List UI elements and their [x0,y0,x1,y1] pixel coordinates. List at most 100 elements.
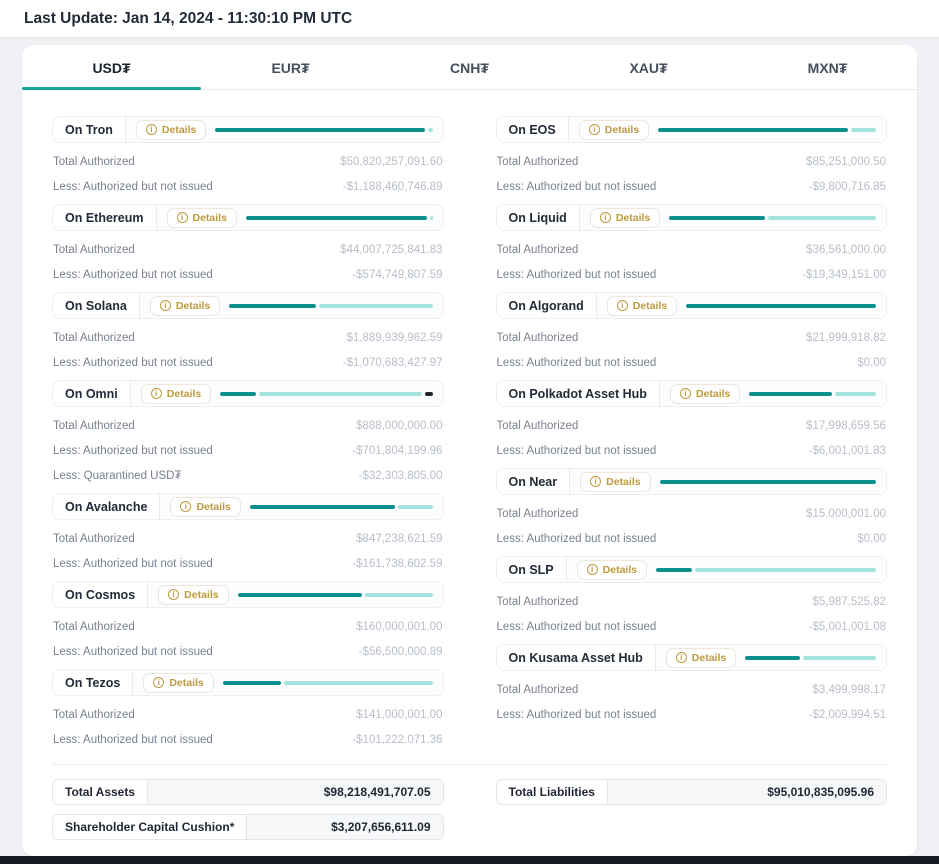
line-item-label: Total Authorized [496,684,579,696]
line-item-value: -$19,349,151.00 [802,269,886,281]
total-liabilities-box: Total Liabilities $95,010,835,095.96 [495,779,887,805]
issuance-bar [656,567,876,572]
chain-name: On EOS [496,117,569,142]
totals-section: Total Assets $98,218,491,707.05 Sharehol… [22,765,917,842]
line-item: Total Authorized $141,000,001.00 [52,709,444,721]
line-item-value: $17,998,659.56 [806,420,886,432]
chain-header-row: On Near Details [495,468,887,495]
chain-header-row: On Kusama Asset Hub Details [495,644,887,671]
chain-name: On Ethereum [53,205,157,230]
issuance-bar [220,391,433,396]
info-icon [159,300,171,311]
line-item-label: Total Authorized [496,508,579,520]
last-update-text: Last Update: Jan 14, 2024 - 11:30:10 PM … [24,10,353,27]
line-item: Less: Authorized but not issued $0.00 [496,533,888,545]
line-item-label: Less: Authorized but not issued [496,445,657,457]
tab-xau[interactable]: XAU₮ [629,60,668,76]
details-button[interactable]: Details [170,496,241,517]
bar-segment-dark [659,479,876,484]
line-item-value: $44,007,725,841.83 [340,244,443,256]
line-item: Less: Authorized but not issued -$6,001,0… [496,445,888,457]
details-button[interactable]: Details [149,295,221,316]
chain-name: On Kusama Asset Hub [496,645,656,670]
details-button[interactable]: Details [578,119,650,140]
line-item-label: Less: Authorized but not issued [496,533,657,545]
bar-segment-light [427,127,433,132]
chain-header-row: On Ethereum Details [52,204,444,231]
chain-block-on-liquid: On Liquid Details Total Authorized $36,561,… [495,204,887,281]
chain-header-row: On Algorand Details [495,292,887,319]
info-icon [168,589,180,600]
chain-block-on-ethereum: On Ethereum Details Total Authorized $44,00… [52,204,444,281]
line-item: Less: Authorized but not issued -$161,738… [52,558,444,570]
details-label: Details [192,211,227,224]
details-button[interactable]: Details [606,295,678,316]
line-item-value: $3,499,998.17 [812,684,886,696]
line-item-value: -$101,222,071.36 [352,734,443,746]
details-button[interactable]: Details [140,383,212,404]
chain-header-row: On Tron Details [52,116,444,143]
line-item-value: $21,999,918.82 [806,332,886,344]
line-item: Less: Authorized but not issued $0.00 [496,357,888,369]
details-label: Details [175,299,211,312]
bar-segment-light [318,303,433,308]
info-icon [153,677,165,688]
bar-segment-dark [215,127,425,132]
line-item-label: Total Authorized [53,533,135,545]
tab-usd[interactable]: USD₮ [22,45,201,90]
last-update-bar: Last Update: Jan 14, 2024 - 11:30:10 PM … [0,0,939,38]
line-item-value: -$32,303,805.00 [358,470,443,482]
details-button[interactable]: Details [576,559,648,580]
issuance-bar [245,215,433,220]
line-item: Less: Quarantined USD₮ -$32,303,805.00 [52,470,444,482]
line-item-label: Total Authorized [53,244,135,256]
chain-block-on-polkadot-asset-hub: On Polkadot Asset Hub Details Total Author… [495,380,888,457]
bar-segment-dark [656,567,692,572]
line-item-label: Less: Authorized but not issued [53,646,213,658]
bar-segment-dark [249,504,396,509]
line-item-value: $141,000,001.00 [356,709,443,721]
bar-segment-light [802,655,876,660]
issuance-bar [222,680,433,685]
chain-name: On Near [496,469,571,494]
tab-cnh[interactable]: CNH₮ [450,60,489,76]
chain-block-on-omni: On Omni Details Total Authorized $888,000,0… [52,380,444,482]
bar-segment-quarantined [425,391,433,396]
line-item: Total Authorized $888,000,000.00 [52,420,444,432]
line-item-value: -$161,738,602.59 [352,558,443,570]
details-button[interactable]: Details [158,584,229,605]
info-icon [150,388,162,399]
details-button[interactable]: Details [589,207,661,228]
chain-header-row: On SLP Details [495,556,887,583]
issuance-bar [749,391,876,396]
details-label: Details [161,123,197,136]
bar-segment-dark [669,215,766,220]
line-item-label: Total Authorized [496,420,579,432]
footer-strip [0,856,939,864]
chain-header-row: On Cosmos Details [52,581,444,608]
chain-block-on-cosmos: On Cosmos Details Total Authorized $160,000… [52,581,444,658]
details-button[interactable]: Details [166,207,237,228]
details-button[interactable]: Details [580,471,651,492]
chain-header-row: On Liquid Details [495,204,887,231]
details-button[interactable]: Details [665,647,737,668]
details-button[interactable]: Details [669,383,741,404]
line-item-label: Less: Authorized but not issued [53,558,213,570]
chain-block-on-tron: On Tron Details Total Authorized $50,820,25… [52,116,444,193]
chain-name: On Liquid [496,205,580,230]
tab-eur[interactable]: EUR₮ [271,60,310,76]
line-item-label: Less: Quarantined USD₮ [53,470,182,482]
bar-segment-dark [686,303,876,308]
info-icon [679,388,691,399]
bar-segment-dark [749,391,832,396]
line-item: Less: Authorized but not issued -$101,222… [52,734,444,746]
details-button[interactable]: Details [143,672,214,693]
chain-name: On Omni [53,381,131,406]
chain-block-on-kusama-asset-hub: On Kusama Asset Hub Details Total Authoriz… [495,644,888,721]
issuance-bar [686,303,876,308]
tab-mxn[interactable]: MXN₮ [807,60,848,76]
chain-block-on-eos: On EOS Details Total Authorized $85,251,000… [495,116,887,193]
line-item: Less: Authorized but not issued -$5,001,0… [496,621,888,633]
line-item: Less: Authorized but not issued -$2,009,9… [496,709,888,721]
details-button[interactable]: Details [135,119,207,140]
